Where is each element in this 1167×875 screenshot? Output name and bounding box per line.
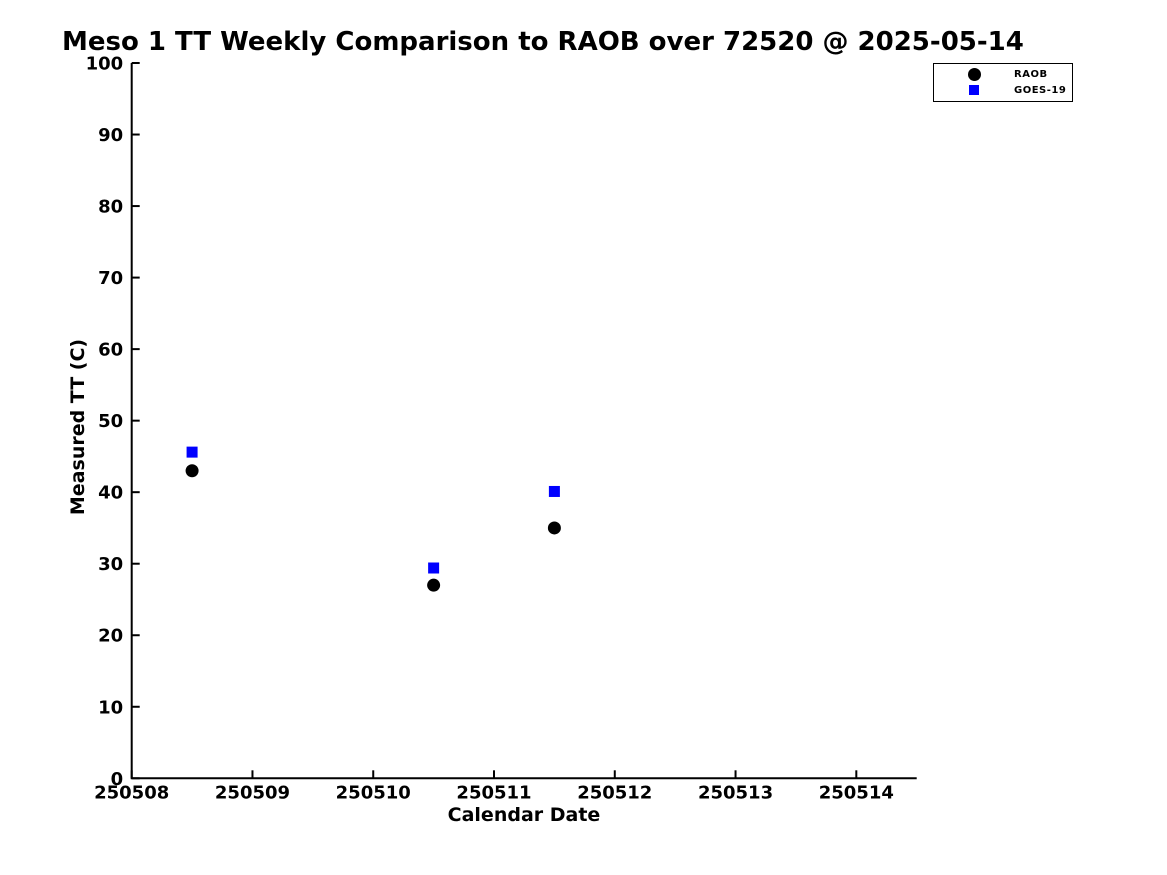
- goes-19-point: [186, 446, 198, 458]
- y-tick-label: 0: [111, 769, 124, 790]
- raob-point: [427, 578, 441, 592]
- y-tick-label: 90: [98, 125, 123, 146]
- x-tick-label: 250514: [819, 783, 894, 804]
- legend-label-raob: RAOB: [1014, 69, 1048, 81]
- x-tick-label: 250513: [698, 783, 773, 804]
- x-tick-label: 250509: [215, 783, 290, 804]
- x-tick-label: 250512: [577, 783, 652, 804]
- goes-19-point: [428, 562, 440, 574]
- y-tick-label: 100: [86, 54, 124, 75]
- y-tick-label: 60: [98, 340, 123, 361]
- legend-item-goes19: GOES-19: [934, 83, 1072, 98]
- raob-point: [547, 521, 561, 535]
- legend: RAOB GOES-19: [933, 63, 1073, 102]
- raob-point: [185, 464, 199, 478]
- y-tick-label: 20: [98, 626, 123, 647]
- y-tick-label: 40: [98, 483, 123, 504]
- y-axis-label: Measured TT (C): [67, 338, 89, 516]
- goes-19-point: [548, 485, 560, 497]
- goes19-square-marker-icon: [967, 83, 981, 97]
- x-axis-label: Calendar Date: [447, 804, 601, 826]
- x-tick-label: 250511: [456, 783, 531, 804]
- legend-label-goes19: GOES-19: [1014, 84, 1067, 96]
- raob-circle-marker-icon: [967, 68, 981, 82]
- axis-spines: [130, 63, 917, 780]
- y-tick-label: 30: [98, 554, 123, 575]
- y-tick-label: 10: [98, 697, 123, 718]
- y-tick-label: 70: [98, 268, 123, 289]
- x-tick-label: 250510: [336, 783, 411, 804]
- legend-item-raob: RAOB: [934, 67, 1072, 82]
- x-tick-label: 250508: [94, 783, 169, 804]
- y-tick-label: 50: [98, 411, 123, 432]
- y-tick-label: 80: [98, 197, 123, 218]
- chart-title: Meso 1 TT Weekly Comparison to RAOB over…: [62, 27, 1024, 57]
